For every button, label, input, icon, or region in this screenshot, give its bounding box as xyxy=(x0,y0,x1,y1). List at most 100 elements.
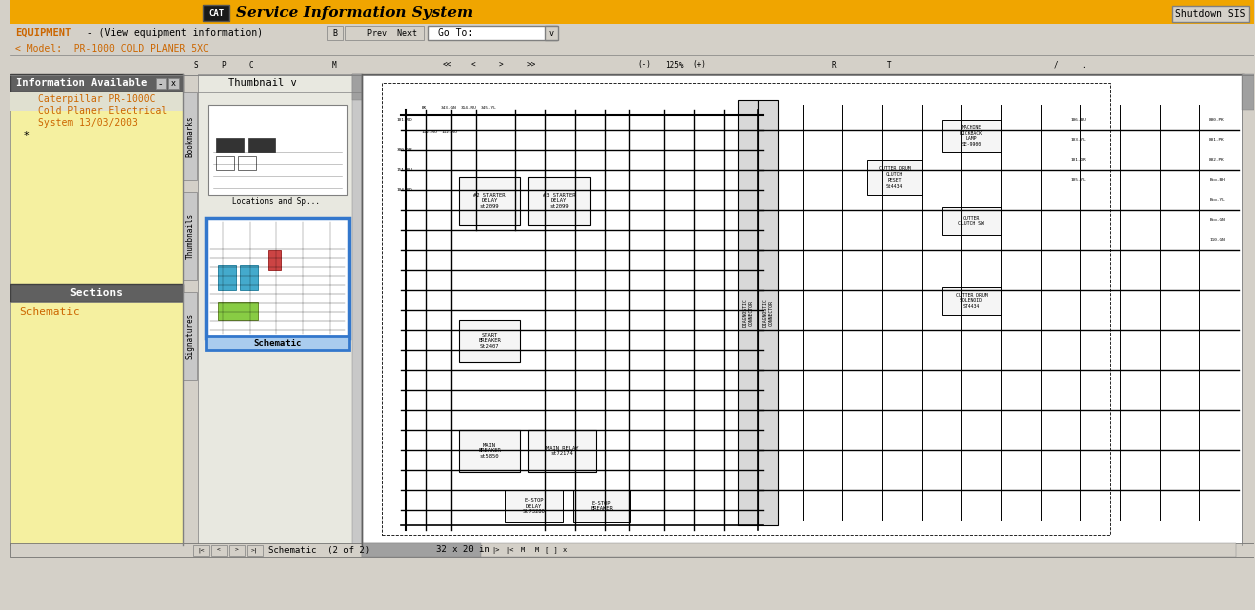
Bar xyxy=(206,218,349,338)
Bar xyxy=(10,24,1254,42)
Text: E-STOP
BREAKER: E-STOP BREAKER xyxy=(590,501,612,511)
Bar xyxy=(216,138,243,152)
Text: [ ]: [ ] xyxy=(545,547,557,553)
Text: .: . xyxy=(1082,60,1086,70)
Bar xyxy=(10,55,1254,75)
Bar xyxy=(10,0,1254,25)
Bar xyxy=(528,177,590,225)
Bar xyxy=(208,105,346,195)
Text: 800-PK: 800-PK xyxy=(1210,118,1225,122)
Text: P: P xyxy=(221,60,226,70)
Text: 314-RU: 314-RU xyxy=(461,106,477,110)
Bar xyxy=(1242,74,1254,545)
Bar xyxy=(183,192,197,280)
Text: 125%: 125% xyxy=(665,60,684,70)
Bar xyxy=(10,284,183,302)
Text: x: x xyxy=(562,547,567,553)
Bar xyxy=(382,83,1111,535)
Bar xyxy=(237,156,256,170)
Bar xyxy=(10,92,183,111)
Text: Bco-BH: Bco-BH xyxy=(1210,178,1225,182)
Text: Go To:: Go To: xyxy=(438,28,473,38)
Text: DIAGNOSTIC
CONNECTOR: DIAGNOSTIC CONNECTOR xyxy=(763,299,773,328)
Text: Prev  Next: Prev Next xyxy=(366,29,417,37)
Text: #3 STARTER
DELAY
st2099: #3 STARTER DELAY st2099 xyxy=(542,193,575,209)
Bar xyxy=(10,543,1254,557)
Text: CUTTER DRUM
CLUTCH
RESET
St4434: CUTTER DRUM CLUTCH RESET St4434 xyxy=(878,167,910,188)
Bar xyxy=(459,320,521,362)
Bar xyxy=(545,26,558,40)
Text: 345-YL: 345-YL xyxy=(481,106,497,110)
Bar xyxy=(351,74,361,545)
Text: CUTTER
CLUTCH SW: CUTTER CLUTCH SW xyxy=(959,215,984,226)
Text: Locations and Sp...: Locations and Sp... xyxy=(231,196,320,206)
Bar xyxy=(10,92,183,285)
Bar xyxy=(1172,6,1249,22)
Text: 104-RD: 104-RD xyxy=(397,188,412,192)
Bar xyxy=(361,543,481,557)
Text: (+): (+) xyxy=(693,60,707,70)
Bar xyxy=(247,545,262,556)
Text: 112-RU: 112-RU xyxy=(441,130,457,134)
Text: 106-BU: 106-BU xyxy=(1071,118,1087,122)
Text: >>: >> xyxy=(526,60,536,70)
Bar xyxy=(361,74,1244,545)
Bar xyxy=(351,74,361,100)
Text: CAT: CAT xyxy=(208,9,225,18)
Text: <: < xyxy=(217,548,221,553)
Text: (-): (-) xyxy=(638,60,651,70)
Text: M: M xyxy=(333,60,336,70)
Text: Service Information System: Service Information System xyxy=(236,6,473,20)
Text: |<: |< xyxy=(506,547,513,553)
Text: 101-RD: 101-RD xyxy=(397,118,412,122)
Bar xyxy=(267,250,281,270)
Text: *: * xyxy=(24,131,29,141)
Text: Schematic: Schematic xyxy=(254,339,301,348)
Text: M: M xyxy=(521,547,526,553)
Bar xyxy=(240,265,257,290)
Text: CUTTER DRUM
SOLENOID
ST4434: CUTTER DRUM SOLENOID ST4434 xyxy=(955,293,988,309)
Bar xyxy=(203,5,228,21)
Bar xyxy=(228,545,245,556)
Bar xyxy=(941,120,1001,152)
Bar xyxy=(428,26,557,40)
Text: <<: << xyxy=(443,60,452,70)
Text: M: M xyxy=(535,547,540,553)
Text: #2 STARTER
DELAY
st2099: #2 STARTER DELAY st2099 xyxy=(473,193,506,209)
Text: x: x xyxy=(171,79,176,88)
Bar xyxy=(10,74,183,92)
Text: 801-PK: 801-PK xyxy=(1210,138,1225,142)
Text: <: < xyxy=(471,60,476,70)
Bar xyxy=(168,78,179,89)
Text: |>: |> xyxy=(491,547,499,553)
Bar xyxy=(247,138,276,152)
Text: Bco-GN: Bco-GN xyxy=(1210,218,1225,222)
Bar xyxy=(156,78,167,89)
Text: E-STOP
DELAY
St73280: E-STOP DELAY St73280 xyxy=(523,498,546,514)
Text: Sections: Sections xyxy=(69,288,123,298)
Text: 101-OR: 101-OR xyxy=(1071,158,1087,162)
Text: T: T xyxy=(887,60,892,70)
Text: Cold Planer Electrical: Cold Planer Electrical xyxy=(38,106,167,116)
Text: Bookmarks: Bookmarks xyxy=(186,115,195,157)
Bar xyxy=(941,287,1001,315)
Text: - (View equipment information): - (View equipment information) xyxy=(82,28,264,38)
Bar xyxy=(183,92,197,180)
Bar xyxy=(218,302,257,320)
Text: 802-PK: 802-PK xyxy=(1210,158,1225,162)
Text: R: R xyxy=(832,60,836,70)
Text: EQUIPMENT: EQUIPMENT xyxy=(15,28,72,38)
Bar xyxy=(528,430,596,472)
Text: START
BREAKER
St2407: START BREAKER St2407 xyxy=(478,332,501,350)
Text: DIAGNOSTIC
CONNECTOR: DIAGNOSTIC CONNECTOR xyxy=(743,299,754,328)
Bar xyxy=(183,292,197,380)
Text: v: v xyxy=(548,29,553,37)
Text: >: > xyxy=(498,60,503,70)
Bar xyxy=(1242,74,1254,110)
Bar xyxy=(738,100,758,525)
Text: < Model:  PR-1000 COLD PLANER 5XC: < Model: PR-1000 COLD PLANER 5XC xyxy=(15,44,208,54)
Bar xyxy=(10,42,605,55)
Text: 103-YL: 103-YL xyxy=(1071,138,1087,142)
Text: Information Available: Information Available xyxy=(15,78,147,88)
Text: Thumbnail v: Thumbnail v xyxy=(228,78,297,88)
